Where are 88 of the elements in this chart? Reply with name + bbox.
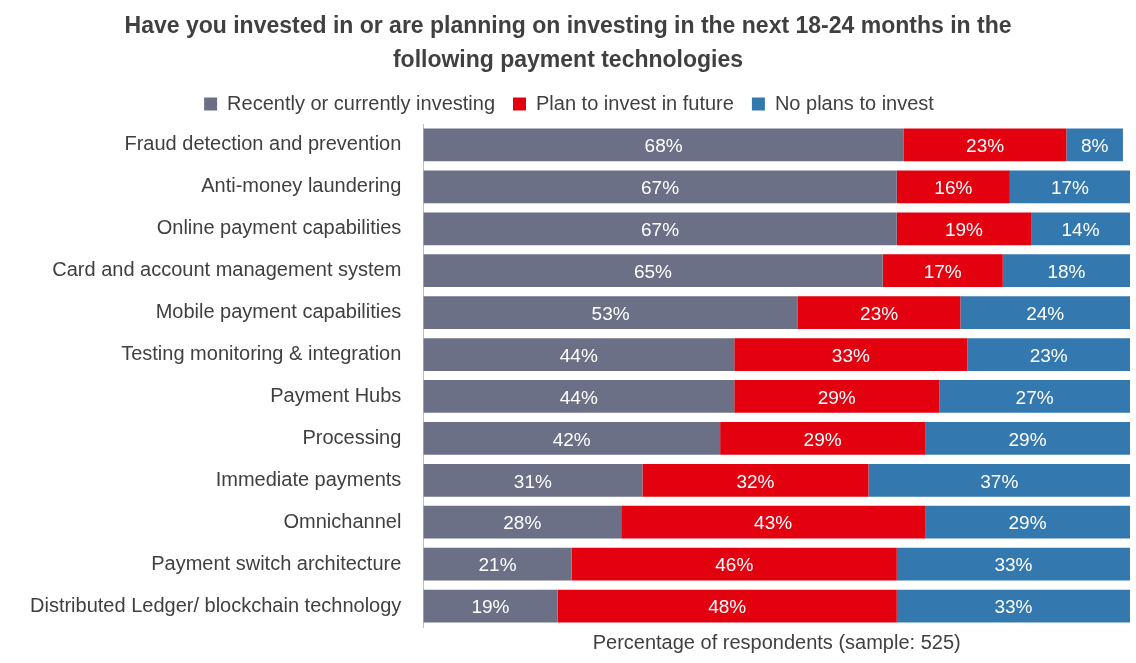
chart-title: Have you invested in or are planning on investing in the next 18-24 months in the following payment technologies: [123, 11, 1013, 74]
y-tick-label: Omnichannel: [283, 509, 402, 532]
bar: [423, 463, 643, 497]
data-label: 16%: [934, 177, 973, 199]
legend-label: Plan to invest in future: [536, 91, 734, 114]
data-label: 23%: [1029, 344, 1068, 366]
data-label: 14%: [1061, 219, 1100, 241]
data-label: 33%: [831, 344, 870, 366]
bar: [903, 128, 1067, 162]
bar: [868, 463, 1130, 497]
bar: [882, 254, 1003, 288]
data-label: 18%: [1047, 260, 1086, 282]
y-tick-label: Testing monitoring & integration: [121, 342, 402, 365]
y-tick-label: Payment Hubs: [270, 383, 402, 406]
data-label: 19%: [471, 596, 510, 618]
bar: [1031, 212, 1130, 246]
data-label: 42%: [552, 428, 591, 450]
y-tick-label: Immediate payments: [215, 467, 402, 490]
data-label: 68%: [644, 135, 683, 157]
data-label: 17%: [923, 260, 962, 282]
data-label: 29%: [1008, 428, 1047, 450]
bar: [896, 589, 1130, 623]
data-label: 19%: [944, 219, 984, 241]
y-tick-label: Processing: [302, 425, 402, 448]
data-label: 37%: [980, 470, 1019, 492]
data-label: 17%: [1050, 177, 1090, 199]
bar: [423, 254, 883, 288]
bar: [896, 547, 1130, 581]
bar: [1009, 170, 1130, 204]
data-label: 53%: [591, 302, 630, 324]
bar: [925, 422, 1130, 455]
bar: [967, 338, 1130, 371]
data-label: 48%: [708, 596, 747, 618]
bar: [797, 296, 961, 329]
bar: [423, 338, 735, 371]
data-label: 29%: [1008, 512, 1047, 534]
bar: [423, 170, 897, 204]
data-label: 21%: [478, 554, 517, 576]
bar: [423, 380, 735, 413]
data-label: 29%: [817, 386, 856, 408]
legend-label: Recently or currently investing: [227, 91, 496, 114]
data-label: 32%: [736, 470, 775, 492]
y-tick-label: Fraud detection and prevention: [124, 132, 402, 155]
x-axis-title: Percentage of respondents (sample: 525): [592, 630, 961, 653]
bar: [960, 296, 1130, 329]
y-tick-label: Online payment capabilities: [156, 216, 402, 239]
data-label: 23%: [966, 135, 1005, 157]
data-label: 43%: [754, 512, 793, 534]
bar: [939, 380, 1130, 413]
data-label: 46%: [715, 554, 754, 576]
data-label: 8%: [1080, 135, 1109, 157]
y-tick-label: Card and account management system: [52, 258, 402, 281]
data-label: 33%: [994, 596, 1033, 618]
bar: [423, 589, 558, 623]
bar: [423, 547, 572, 581]
legend-label: No plans to invest: [774, 91, 935, 114]
data-label: 31%: [513, 470, 552, 492]
data-label: 44%: [559, 386, 598, 408]
bar: [896, 170, 1010, 204]
bar: [557, 589, 897, 623]
bar: [423, 505, 622, 539]
bar: [423, 422, 721, 455]
bar: [642, 463, 869, 497]
data-label: 24%: [1026, 302, 1065, 324]
bar: [423, 296, 798, 329]
bar: [734, 338, 968, 371]
y-tick-label: Distributed Ledger/ blockchain technology: [29, 593, 402, 616]
bar: [423, 212, 897, 246]
data-label: 65%: [633, 260, 673, 282]
data-label: 67%: [641, 219, 680, 241]
data-label: 27%: [1015, 386, 1054, 408]
bar: [925, 505, 1130, 539]
bar: [734, 380, 940, 413]
data-label: 44%: [559, 344, 598, 366]
bar: [720, 422, 926, 455]
bar: [621, 505, 926, 539]
data-label: 28%: [503, 512, 542, 534]
y-tick-label: Anti-money laundering: [201, 174, 402, 197]
data-label: 33%: [994, 554, 1033, 576]
bar: [423, 128, 904, 162]
data-label: 29%: [803, 428, 842, 450]
data-label: 23%: [860, 302, 899, 324]
y-tick-label: Payment switch architecture: [151, 551, 402, 574]
y-tick-label: Mobile payment capabilities: [155, 300, 402, 323]
bar: [1002, 254, 1130, 288]
data-label: 67%: [641, 177, 680, 199]
bar: [896, 212, 1032, 246]
bar: [571, 547, 897, 581]
